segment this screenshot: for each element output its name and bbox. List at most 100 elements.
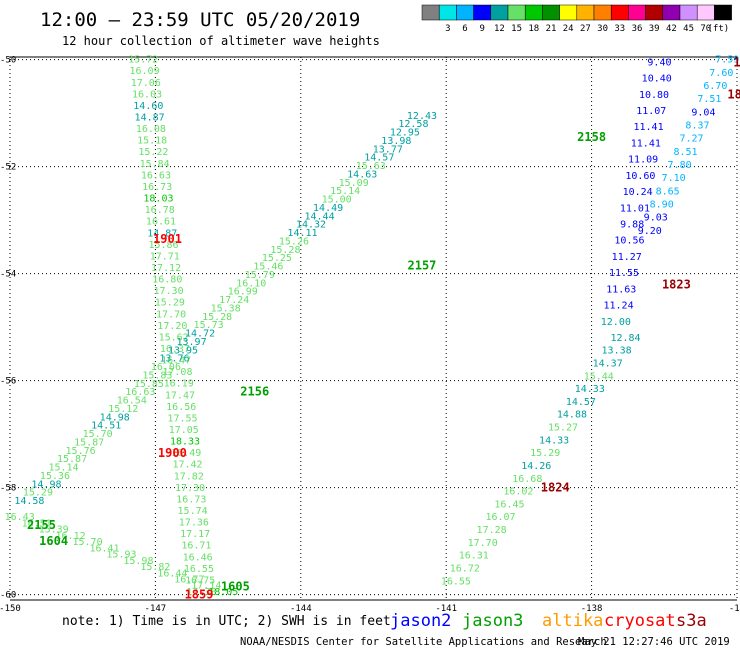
wave-height-value: 13.98 bbox=[381, 136, 411, 147]
wave-height-value: 17.14 bbox=[191, 581, 221, 592]
chart-subtitle: 12 hour collection of altimeter wave hei… bbox=[62, 34, 380, 48]
color-scale-swatch bbox=[438, 4, 457, 21]
wave-height-value: 13.38 bbox=[602, 346, 632, 357]
wave-height-value: 12.00 bbox=[601, 317, 631, 328]
wave-height-value: 15.87 bbox=[57, 454, 87, 465]
wave-height-value: 14.33 bbox=[575, 384, 605, 395]
wave-height-value: 15.72 bbox=[128, 55, 158, 66]
wave-height-value: 14.88 bbox=[557, 410, 587, 421]
wave-height-value: 17.70 bbox=[156, 309, 186, 320]
wave-height-value: 16.77 bbox=[174, 574, 204, 585]
wave-height-value: 14.49 bbox=[313, 203, 343, 214]
wave-height-value: 17.70 bbox=[468, 538, 498, 549]
mission-legend-jason2: jason2 bbox=[390, 611, 451, 631]
wave-height-value: 15.86 bbox=[148, 240, 178, 251]
wave-height-value: 14.58 bbox=[14, 496, 44, 507]
wave-height-value: 14.51 bbox=[91, 421, 121, 432]
wave-height-value: 13.95 bbox=[168, 345, 198, 356]
color-scale-label: 45 bbox=[683, 24, 694, 34]
wave-height-value: 15.25 bbox=[262, 253, 292, 264]
wave-height-value: 16.56 bbox=[166, 402, 196, 413]
color-scale-swatch bbox=[490, 4, 509, 21]
color-scale-label: 12 bbox=[494, 24, 505, 34]
pass-time-label: 1900 bbox=[158, 446, 187, 460]
color-scale-swatch bbox=[662, 4, 681, 21]
color-scale-label: 42 bbox=[666, 24, 677, 34]
wave-height-value: 14.11 bbox=[287, 228, 317, 239]
chart-title: 12:00 – 23:59 UTC 05/20/2019 bbox=[40, 9, 360, 31]
wave-height-value: 17.36 bbox=[179, 518, 209, 529]
color-scale-unit: (ft) bbox=[708, 24, 730, 34]
pass-time-label: 1823 bbox=[662, 277, 691, 291]
color-scale-swatch bbox=[696, 4, 715, 21]
wave-height-value: 17.30 bbox=[175, 483, 205, 494]
wave-height-value: 7.60 bbox=[709, 68, 733, 79]
wave-height-value: 17.20 bbox=[157, 321, 187, 332]
wave-height-value: 16.47 bbox=[161, 356, 191, 367]
wave-height-value: 16.51 bbox=[22, 518, 52, 529]
wave-height-value: 14.98 bbox=[100, 412, 130, 423]
wave-height-value: 15.28 bbox=[270, 245, 300, 256]
wave-height-value: 17.82 bbox=[174, 471, 204, 482]
wave-height-value: 14.98 bbox=[31, 479, 61, 490]
color-scale-swatch bbox=[559, 4, 578, 21]
color-scale-swatch bbox=[679, 4, 698, 21]
wave-height-value: 17.42 bbox=[172, 460, 202, 471]
wave-height-value: 15.85 bbox=[134, 379, 164, 390]
x-tick-label: -147 bbox=[145, 604, 167, 614]
wave-height-value: 16.09 bbox=[129, 66, 159, 77]
color-scale-swatch bbox=[576, 4, 595, 21]
wave-height-value: 12.84 bbox=[610, 333, 640, 344]
y-tick-label: -56 bbox=[0, 377, 16, 387]
wave-height-value: 14.26 bbox=[521, 461, 551, 472]
wave-height-value: 15.09 bbox=[339, 178, 369, 189]
wave-height-value: 14.57 bbox=[566, 397, 596, 408]
wave-height-value: 16.75 bbox=[185, 575, 215, 586]
wave-height-value: 15.12 bbox=[108, 404, 138, 415]
wave-height-value: 16.63 bbox=[125, 387, 155, 398]
mission-legend-jason3: jason3 bbox=[462, 611, 523, 631]
wave-height-value: 13.76 bbox=[159, 354, 189, 365]
wave-height-value: 17.38 bbox=[186, 587, 216, 598]
wave-height-value: 11.01 bbox=[620, 203, 650, 214]
wave-height-value: 17.55 bbox=[167, 413, 197, 424]
wave-height-value: 16.12 bbox=[56, 531, 86, 542]
wave-height-value: 16.63 bbox=[141, 170, 171, 181]
wave-height-value: 6.70 bbox=[703, 81, 727, 92]
wave-height-value: 12.43 bbox=[407, 111, 437, 122]
wave-height-value: 10.60 bbox=[625, 171, 655, 182]
wave-height-value: 14.60 bbox=[133, 101, 163, 112]
wave-height-value: 10.24 bbox=[623, 187, 653, 198]
wave-height-value: 16.06 bbox=[151, 362, 181, 373]
color-scale-label: 70 bbox=[700, 24, 711, 34]
wave-height-value: 7.80 bbox=[668, 160, 692, 171]
wave-height-value: 15.44 bbox=[584, 371, 614, 382]
pass-time-label: 1859 bbox=[185, 588, 214, 602]
wave-height-value: 16.71 bbox=[181, 541, 211, 552]
pass-time-label: 2158 bbox=[577, 130, 606, 144]
wave-height-value: 11.09 bbox=[628, 155, 658, 166]
wave-height-value: 17.24 bbox=[219, 295, 249, 306]
wave-height-value: 14.32 bbox=[296, 220, 326, 231]
wave-height-value: 7.27 bbox=[679, 134, 703, 145]
color-scale-label: 30 bbox=[597, 24, 608, 34]
x-tick-label: -138 bbox=[581, 604, 603, 614]
pass-time-label: 2156 bbox=[240, 384, 269, 398]
color-scale-label: 33 bbox=[614, 24, 625, 34]
wave-height-value: 11.24 bbox=[604, 301, 634, 312]
wave-height-value: 13.97 bbox=[176, 337, 206, 348]
wave-height-value: 15.63 bbox=[356, 161, 386, 172]
wave-height-value: 16.03 bbox=[132, 89, 162, 100]
pass-time-label: 1824 bbox=[541, 481, 570, 495]
wave-height-value: 15.87 bbox=[74, 437, 104, 448]
wave-height-value: 15.26 bbox=[279, 236, 309, 247]
color-scale-swatch bbox=[421, 4, 440, 21]
color-scale-label: 9 bbox=[479, 24, 484, 34]
wave-height-value: 15.46 bbox=[253, 262, 283, 273]
wave-height-value: 17.05 bbox=[169, 425, 199, 436]
wave-height-value: 16.19 bbox=[164, 379, 194, 390]
wave-height-value: 16.55 bbox=[441, 576, 471, 587]
color-scale-label: 36 bbox=[632, 24, 643, 34]
pass-time-label: 1901 bbox=[153, 232, 182, 246]
wave-height-value: 7.10 bbox=[662, 173, 686, 184]
